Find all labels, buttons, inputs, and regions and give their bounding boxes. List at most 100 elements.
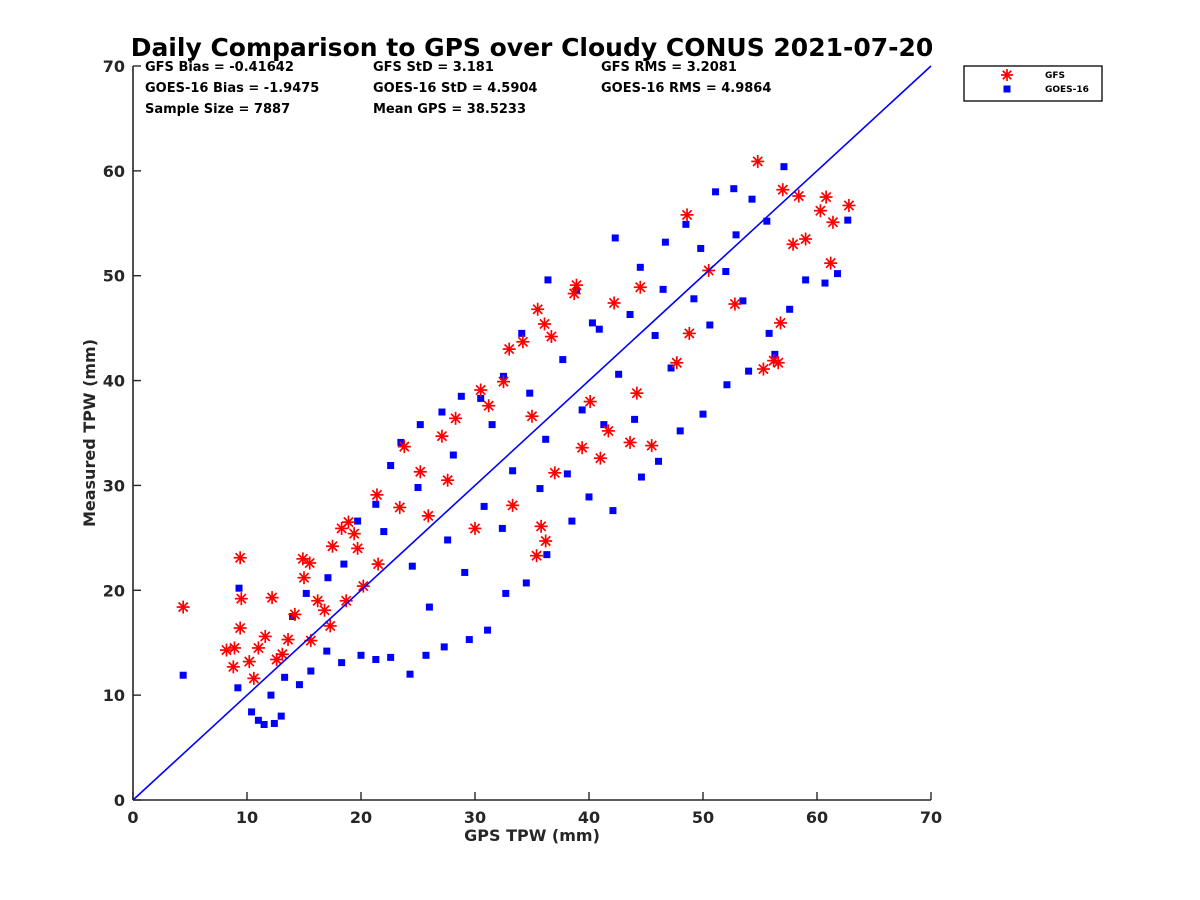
goes16-point xyxy=(380,528,388,536)
goes16-point xyxy=(563,470,571,478)
gfs-point xyxy=(303,556,317,570)
goes16-point xyxy=(440,643,448,651)
gfs-point xyxy=(538,317,552,331)
stat-text: Mean GPS = 38.5233 xyxy=(373,102,526,117)
y-axis-ticks: 0 10 20 30 40 50 60 70 xyxy=(103,57,141,810)
goes16-point xyxy=(765,329,773,337)
legend-marker-goes16 xyxy=(1003,85,1011,93)
x-tick-label: 30 xyxy=(464,808,486,827)
x-tick-label: 0 xyxy=(127,808,138,827)
x-axis-label: GPS TPW (mm) xyxy=(464,826,600,845)
gfs-point xyxy=(792,189,806,203)
goes16-point xyxy=(748,195,756,203)
goes16-point xyxy=(254,716,262,724)
gfs-point xyxy=(296,552,310,566)
gfs-point xyxy=(270,652,284,666)
goes16-point xyxy=(338,659,346,667)
gfs-point xyxy=(842,198,856,212)
gfs-point xyxy=(567,287,581,301)
goes16-point xyxy=(372,500,380,508)
gfs-point xyxy=(227,641,241,655)
gfs-point xyxy=(468,521,482,535)
goes16-point xyxy=(771,350,779,358)
goes16-point xyxy=(543,551,551,559)
x-tick-label: 70 xyxy=(920,808,942,827)
gfs-point xyxy=(371,557,385,571)
gfs-point xyxy=(774,316,788,330)
goes16-point xyxy=(723,381,731,389)
gfs-point xyxy=(474,383,488,397)
y-tick-label: 70 xyxy=(103,57,125,76)
y-tick-label: 20 xyxy=(103,581,125,600)
gfs-point xyxy=(281,633,295,647)
goes16-point xyxy=(844,216,852,224)
y-axis-label: Measured TPW (mm) xyxy=(80,339,99,527)
goes16-point xyxy=(786,305,794,313)
goes16-point xyxy=(609,507,617,515)
goes16-point xyxy=(408,562,416,570)
goes16-point xyxy=(667,364,675,372)
gfs-point xyxy=(265,591,279,605)
gfs-point xyxy=(633,280,647,294)
gfs-point xyxy=(247,671,261,685)
gfs-point xyxy=(219,643,233,657)
goes16-point xyxy=(324,574,332,582)
goes16-point xyxy=(637,473,645,481)
gfs-point xyxy=(233,621,247,635)
goes16-point xyxy=(834,270,842,278)
goes16-point xyxy=(600,421,608,429)
goes16-point xyxy=(626,311,634,319)
x-tick-label: 60 xyxy=(806,808,828,827)
gfs-point xyxy=(583,395,597,409)
gfs-point xyxy=(525,409,539,423)
gfs-point xyxy=(623,435,637,449)
goes16-point xyxy=(414,484,422,492)
legend-label: GOES-16 xyxy=(1045,85,1089,95)
goes16-point xyxy=(502,589,510,597)
gfs-point xyxy=(534,519,548,533)
gfs-point xyxy=(226,660,240,674)
gfs-point xyxy=(297,571,311,585)
goes16-point xyxy=(676,427,684,435)
data-marks xyxy=(176,154,856,729)
goes16-point xyxy=(578,406,586,414)
legend: GFS GOES-16 xyxy=(963,65,1103,102)
goes16-point xyxy=(422,651,430,659)
goes16-point xyxy=(484,626,492,634)
goes16-point xyxy=(457,392,465,400)
goes16-point xyxy=(522,579,530,587)
goes16-point xyxy=(821,279,829,287)
gfs-point xyxy=(813,204,827,218)
goes16-point xyxy=(690,295,698,303)
goes16-point xyxy=(179,671,187,679)
gfs-point xyxy=(786,237,800,251)
goes16-point xyxy=(739,297,747,305)
gfs-point xyxy=(318,603,332,617)
goes16-point xyxy=(631,415,639,423)
stat-text: GFS RMS = 3.2081 xyxy=(601,60,737,75)
gfs-point xyxy=(575,441,589,455)
gfs-point xyxy=(449,411,463,425)
goes16-point xyxy=(712,188,720,196)
legend-marker-gfs xyxy=(1001,69,1013,81)
goes16-point xyxy=(585,493,593,501)
gfs-point xyxy=(311,594,325,608)
goes16-point xyxy=(595,325,603,333)
goes16-point xyxy=(248,708,256,716)
goes16-point xyxy=(281,673,289,681)
gfs-point xyxy=(569,278,583,292)
goes16-point xyxy=(488,421,496,429)
goes16-point xyxy=(544,276,552,284)
stat-text: GOES-16 Bias = -1.9475 xyxy=(145,81,319,96)
goes16-point xyxy=(780,163,788,171)
goes16-point xyxy=(465,636,473,644)
gfs-point xyxy=(176,600,190,614)
gfs-point xyxy=(819,190,833,204)
stat-text: GOES-16 RMS = 4.9864 xyxy=(601,81,771,96)
goes16-point xyxy=(763,217,771,225)
gfs-point xyxy=(776,183,790,197)
gfs-point xyxy=(258,629,272,643)
gfs-point xyxy=(435,429,449,443)
y-tick-label: 60 xyxy=(103,162,125,181)
